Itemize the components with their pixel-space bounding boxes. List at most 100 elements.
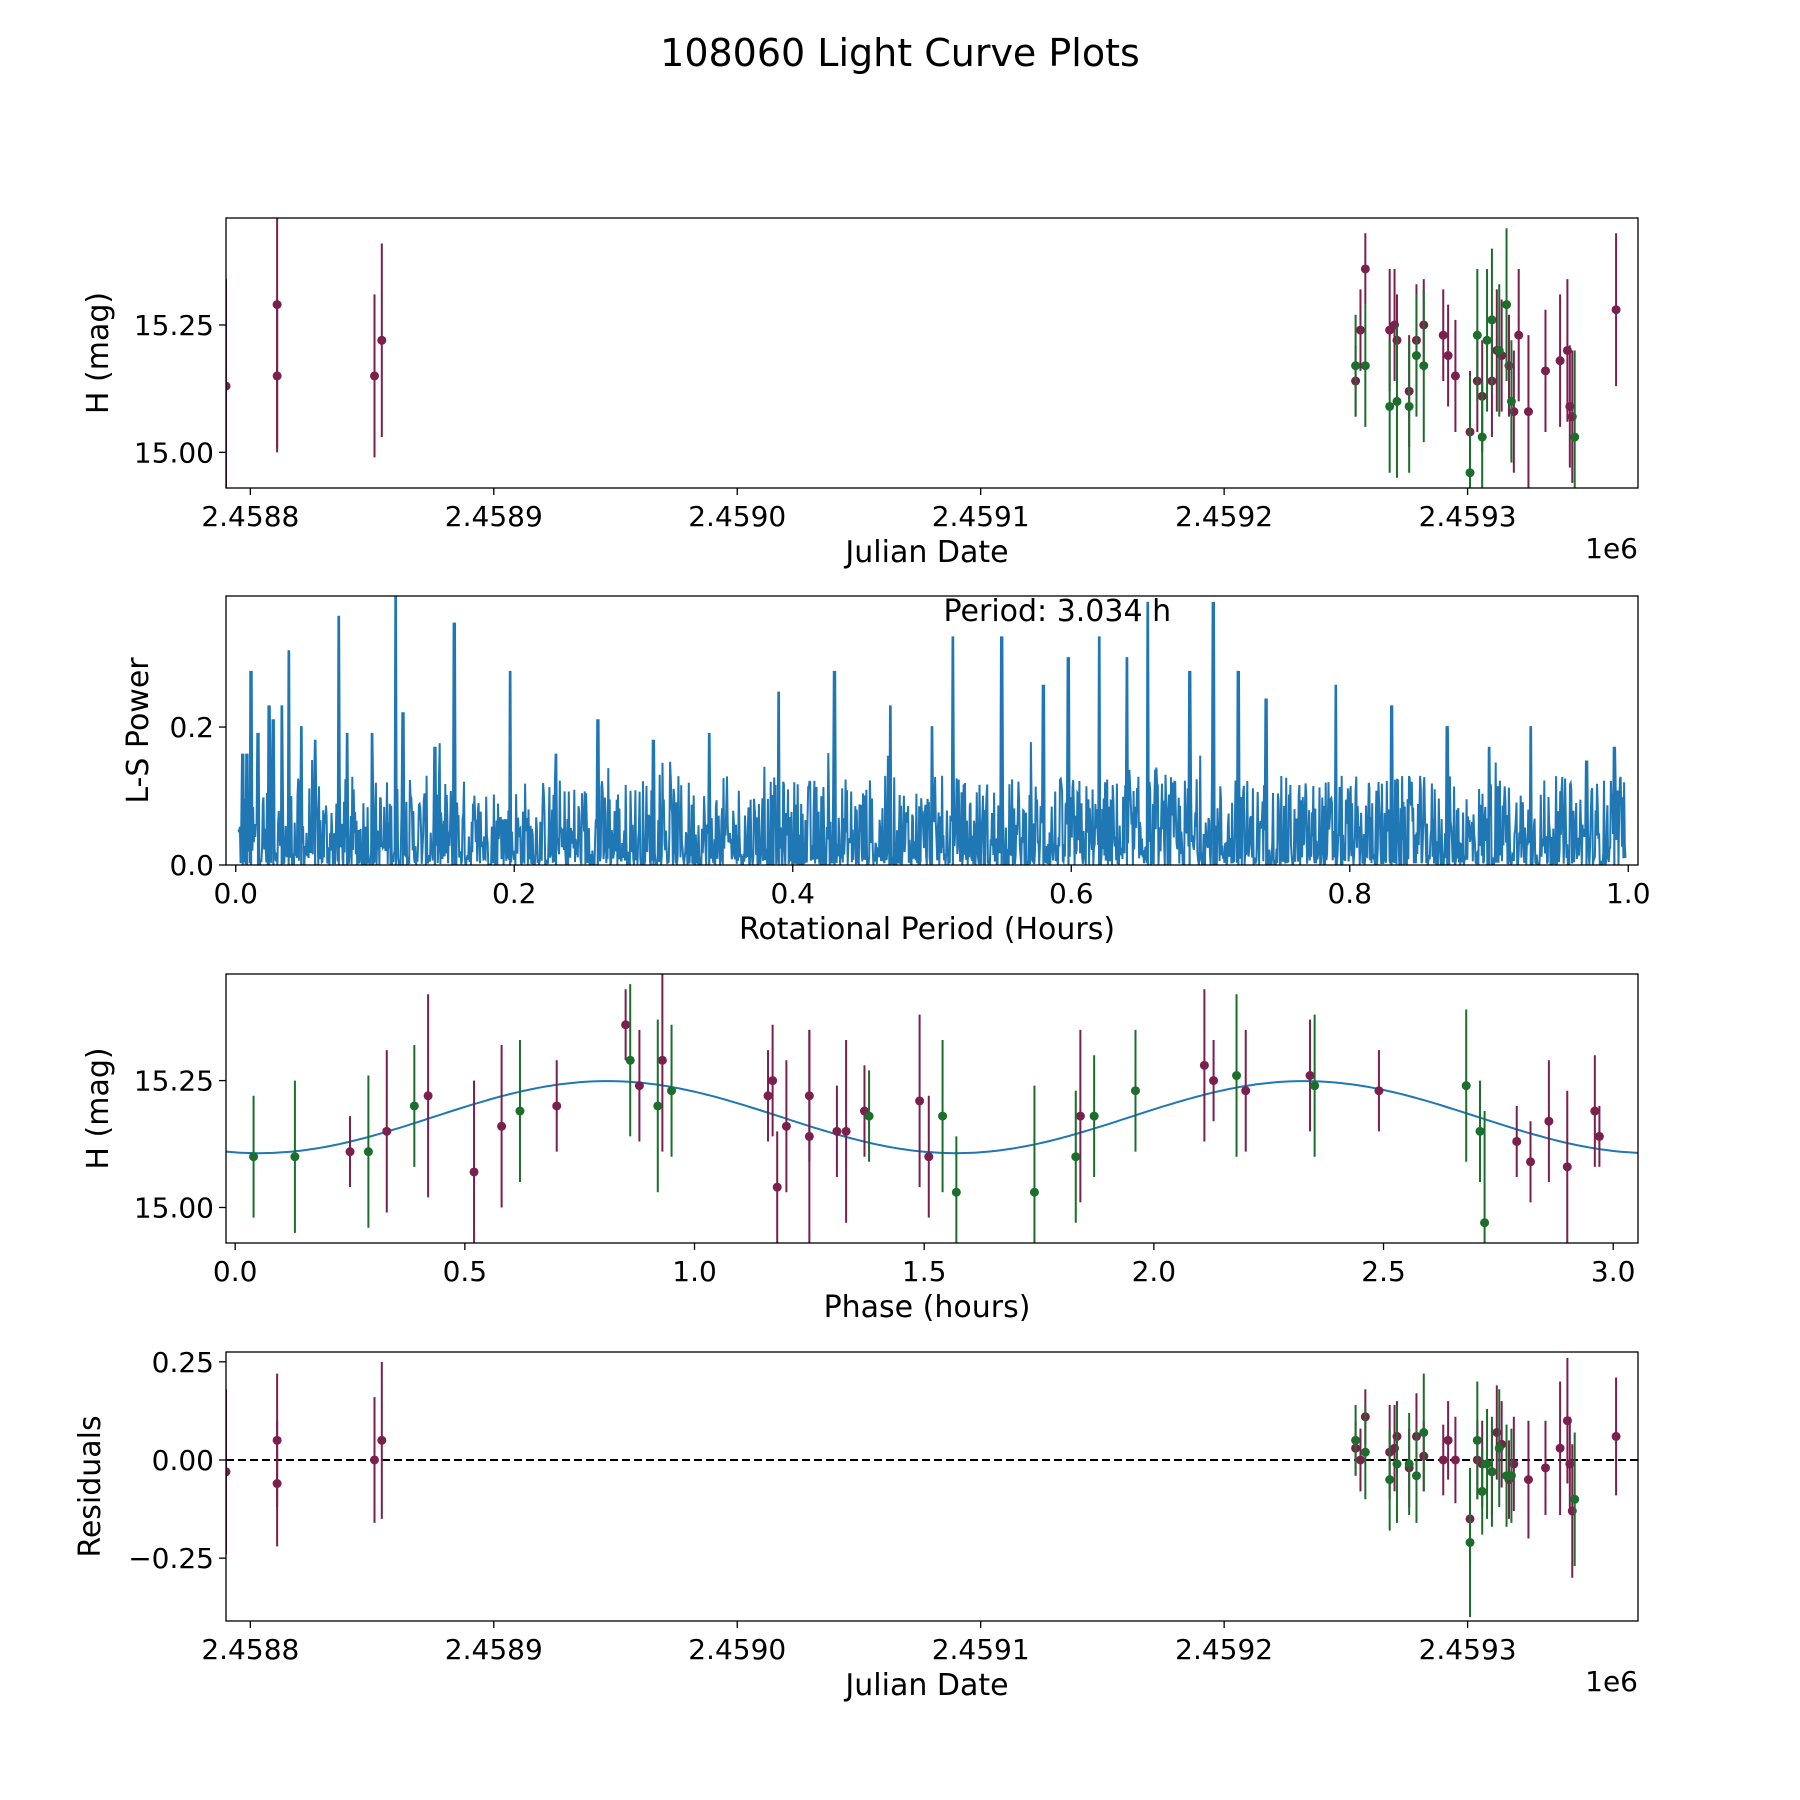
residuals-purple-point [1438,1455,1448,1465]
residuals-green-point [1404,1459,1414,1469]
residuals-ytick-label: 0.25 [152,1346,214,1379]
phased-xtick-label: 2.5 [1361,1255,1406,1288]
periodogram-y-label: L-S Power [121,657,156,804]
phased-purple-point [772,1182,782,1192]
residuals-xtick-label: 2.4589 [445,1633,543,1666]
lightcurve-purple-point [1540,366,1550,376]
phased-green-point [938,1111,948,1121]
residuals-purple-point [1450,1455,1460,1465]
lightcurve-purple-point [1523,407,1533,417]
lightcurve-green-point [1404,401,1414,411]
phased-purple-point [915,1096,925,1106]
phased-green-point [667,1086,677,1096]
phased-y-label: H (mag) [81,1047,116,1169]
residuals-green-point [1392,1459,1402,1469]
lightcurve-green-point [1385,401,1395,411]
lightcurve-green-point [1360,361,1370,371]
phased-ytick-label: 15.25 [134,1065,214,1098]
residuals-purple-point [226,1467,231,1477]
lightcurve-green-point [1472,330,1482,340]
residuals-xtick-label: 2.4593 [1419,1633,1517,1666]
phased-green-point [1475,1126,1485,1136]
phased-purple-point [497,1121,507,1131]
phased-ytick-label: 15.00 [134,1191,214,1224]
residuals-offset-text: 1e6 [1585,1665,1638,1698]
phased-green-point [249,1152,259,1162]
phased-green-point [1029,1187,1039,1197]
phased-purple-point [1594,1131,1604,1141]
lightcurve-purple-point [1438,330,1448,340]
residuals-green-point [1385,1475,1395,1485]
residuals-green-point [1477,1486,1487,1496]
periodogram-ytick-label: 0.2 [169,711,214,744]
periodogram-ticks: 0.0 0.2 0.4 0.6 0.8 1.0 0.0 0.2 [169,711,1650,910]
lightcurve-purple-point [1514,330,1524,340]
phased-purple-point [634,1081,644,1091]
lightcurve-green-point [1494,345,1504,355]
residuals-green-point [1472,1435,1482,1445]
phased-purple-point [1075,1111,1085,1121]
residuals-ticks: 2.4588 2.4589 2.4590 2.4591 2.4592 2.4593 0.25… [128,1346,1516,1666]
phased-xtick-label: 3.0 [1591,1255,1636,1288]
lightcurve-green-point [1419,361,1429,371]
phased-purple-point [1374,1086,1384,1096]
residuals-purple-point [1523,1475,1533,1485]
phased-purple-point [1590,1106,1600,1116]
residuals-green-point [1351,1435,1361,1445]
periodogram-xtick-label: 0.6 [1049,877,1094,910]
lightcurve-xtick-label: 2.4593 [1419,500,1517,533]
phased-purple-point [781,1121,791,1131]
phased-green-point [1071,1152,1081,1162]
residuals-xtick-label: 2.4590 [688,1633,786,1666]
lightcurve-frame [225,217,1639,489]
residuals-green-point [1494,1443,1504,1453]
residuals-green-point [1570,1494,1580,1504]
lightcurve-purple-point [370,371,380,381]
residuals-frame [225,1351,1639,1622]
residuals-xtick-label: 2.4591 [932,1633,1030,1666]
phased-green-point [290,1152,300,1162]
residuals-green-point [1482,1459,1492,1469]
lightcurve-green-point [1570,432,1580,442]
residuals-purple-point [1540,1463,1550,1473]
phased-purple-point [841,1126,851,1136]
phased-x-label: Phase (hours) [824,1290,1031,1325]
lightcurve-green-point [1506,396,1516,406]
phased-xtick-label: 1.5 [902,1255,947,1288]
phased-purple-point [552,1101,562,1111]
periodogram-xtick-label: 1.0 [1606,877,1651,910]
phased-green-point [1130,1086,1140,1096]
phased-purple-point [1526,1157,1536,1167]
phased-purple-point [1512,1136,1522,1146]
lightcurve-purple-point [1450,371,1460,381]
lightcurve-xtick-label: 2.4592 [1175,500,1273,533]
phased-green-point [1310,1081,1320,1091]
periodogram-x-label: Rotational Period (Hours) [739,912,1115,947]
lightcurve-offset-text: 1e6 [1585,532,1638,565]
lightcurve-x-label: Julian Date [843,535,1008,570]
phased-green-point [625,1055,635,1065]
residuals-purple-point [1443,1435,1453,1445]
phased-green-point [864,1111,874,1121]
lightcurve-green-point [1477,432,1487,442]
residuals-green-point [1419,1428,1429,1438]
phased-ticks: 0.0 0.5 1.0 1.5 2.0 2.5 3.0 15.00 15.25 [134,1065,1636,1288]
phased-xtick-label: 2.0 [1132,1255,1177,1288]
phased-green-point [515,1106,525,1116]
lightcurve-purple-point [1555,356,1565,366]
phased-green-point [363,1147,373,1157]
lightcurve-ytick-label: 15.25 [134,309,214,342]
residuals-xtick-label: 2.4588 [201,1633,299,1666]
phased-data [226,974,1638,1243]
periodogram-data [237,596,1627,865]
phased-panel: 0.0 0.5 1.0 1.5 2.0 2.5 3.0 15.00 15.25 Phase (h… [81,973,1639,1325]
lightcurve-ytick-label: 15.00 [134,436,214,469]
residuals-purple-point [1611,1431,1621,1441]
lightcurve-purple-point [1355,325,1365,335]
phased-purple-point [763,1091,773,1101]
phased-purple-point [1241,1086,1251,1096]
periodogram-xtick-label: 0.0 [213,877,258,910]
lightcurve-green-point [1392,396,1402,406]
phased-purple-point [345,1147,355,1157]
phased-xtick-label: 0.5 [443,1255,488,1288]
